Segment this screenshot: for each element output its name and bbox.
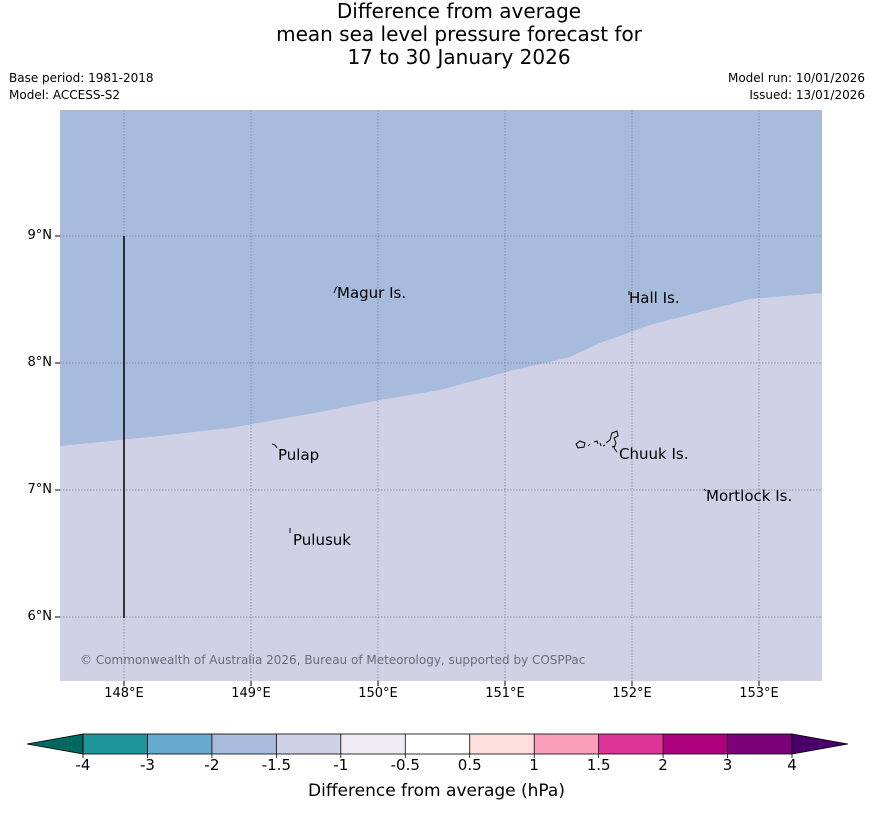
issued-date: Issued: 13/01/2026 bbox=[749, 88, 865, 102]
island-mortlock bbox=[703, 488, 707, 492]
meta-left: Base period: 1981-2018 Model: ACCESS-S2 bbox=[9, 70, 154, 104]
island-pulap bbox=[271, 443, 278, 449]
colorbar-tick-label: -1.5 bbox=[261, 756, 291, 774]
place-label-magur: Magur Is. bbox=[337, 284, 407, 302]
colorbar-segment bbox=[211, 734, 277, 754]
place-label-hall: Hall Is. bbox=[629, 289, 680, 307]
colorbar-tick-label: 4 bbox=[787, 756, 797, 774]
colorbar-segment bbox=[469, 734, 535, 754]
island-chuuk bbox=[575, 430, 619, 453]
place-label-chuuk: Chuuk Is. bbox=[619, 445, 689, 463]
colorbar-tick-label: -4 bbox=[75, 756, 91, 774]
colorbar-segment bbox=[340, 734, 406, 754]
colorbar-tick-label: -3 bbox=[139, 756, 155, 774]
colorbar-segment bbox=[83, 734, 148, 754]
colorbar-tick-label: -1 bbox=[333, 756, 349, 774]
lat-label-7: 7°N bbox=[27, 482, 53, 497]
lon-label-148: 148°E bbox=[104, 686, 144, 701]
lon-label-151: 151°E bbox=[485, 686, 525, 701]
colorbar-segment bbox=[534, 734, 599, 754]
pressure-anomaly-band-upper bbox=[60, 110, 822, 446]
lat-label-6: 6°N bbox=[27, 609, 53, 624]
colorbar-tick-label: 1.5 bbox=[586, 756, 611, 774]
chart-title: Difference from average mean sea level p… bbox=[0, 0, 873, 69]
colorbar-title: Difference from average (hPa) bbox=[308, 781, 565, 801]
colorbar-segment bbox=[727, 734, 793, 754]
colorbar-extend-high bbox=[791, 733, 849, 755]
colorbar-tick-label: -2 bbox=[204, 756, 220, 774]
title-line-3: 17 to 30 January 2026 bbox=[347, 45, 571, 69]
island-outlines bbox=[271, 285, 707, 533]
colorbar-tick-label: 2 bbox=[658, 756, 668, 774]
model-run: Model run: 10/01/2026 bbox=[727, 71, 865, 85]
colorbar-extend-low bbox=[26, 733, 84, 755]
colorbar-segment bbox=[276, 734, 342, 754]
colorbar-tick-label: -0.5 bbox=[390, 756, 420, 774]
island-magur bbox=[333, 285, 339, 294]
colorbar-segment bbox=[147, 734, 213, 754]
lon-label-149: 149°E bbox=[231, 686, 271, 701]
copyright-notice: © Commonwealth of Australia 2026, Bureau… bbox=[80, 653, 586, 667]
colorbar-segment bbox=[598, 734, 664, 754]
place-label-pulusuk: Pulusuk bbox=[293, 531, 351, 549]
place-label-mortlock: Mortlock Is. bbox=[706, 487, 793, 505]
colorbar-segment bbox=[405, 734, 471, 754]
base-period: Base period: 1981-2018 bbox=[9, 71, 154, 85]
place-label-pulap: Pulap bbox=[278, 446, 320, 464]
colorbar-tick-label: 1 bbox=[529, 756, 539, 774]
title-line-1: Difference from average bbox=[336, 0, 582, 23]
lon-label-150: 150°E bbox=[358, 686, 398, 701]
colorbar-tick-label: 3 bbox=[722, 756, 733, 774]
lat-label-8: 8°N bbox=[27, 355, 53, 370]
map-ticks bbox=[55, 235, 760, 686]
meta-right: Model run: 10/01/2026 Issued: 13/01/2026 bbox=[728, 70, 865, 104]
lon-label-153: 153°E bbox=[739, 686, 779, 701]
title-line-2: mean sea level pressure forecast for bbox=[276, 22, 642, 46]
colorbar-segment bbox=[663, 734, 728, 754]
model-name: Model: ACCESS-S2 bbox=[9, 88, 121, 102]
lat-label-9: 9°N bbox=[27, 228, 53, 243]
colorbar-tick-label: 0.5 bbox=[457, 756, 482, 774]
lon-label-152: 152°E bbox=[612, 686, 652, 701]
